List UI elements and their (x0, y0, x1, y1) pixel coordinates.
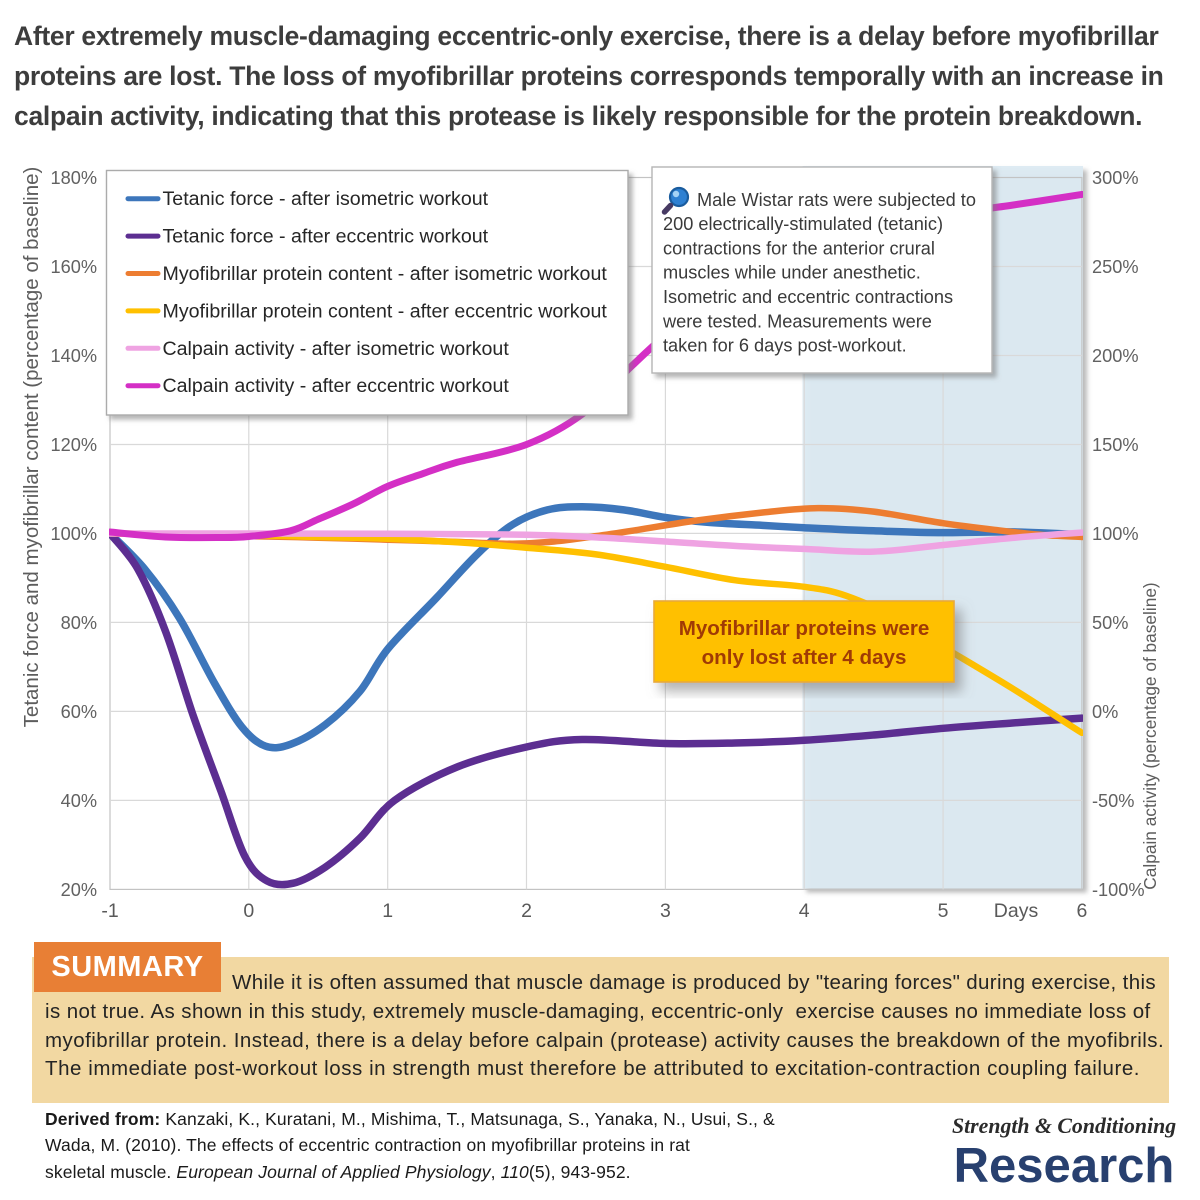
svg-text:0: 0 (243, 900, 254, 922)
svg-text:300%: 300% (1092, 168, 1139, 188)
svg-text:0%: 0% (1092, 702, 1118, 722)
svg-text:Male Wistar rats were subjecte: Male Wistar rats were subjected to (697, 190, 976, 210)
svg-text:6: 6 (1076, 900, 1087, 922)
svg-text:Calpain activity (percentage o: Calpain activity (percentage of baseline… (1140, 582, 1160, 889)
svg-text:-1: -1 (101, 900, 118, 922)
svg-text:200%: 200% (1092, 346, 1139, 366)
svg-text:Myofibrillar protein content -: Myofibrillar protein content - after iso… (163, 263, 608, 285)
svg-text:160%: 160% (50, 257, 97, 277)
svg-text:Days: Days (994, 900, 1039, 922)
svg-text:-50%: -50% (1092, 791, 1134, 811)
svg-text:Myofibrillar protein content -: Myofibrillar protein content - after ecc… (163, 300, 608, 322)
svg-text:4: 4 (799, 900, 810, 922)
svg-text:80%: 80% (61, 613, 97, 633)
svg-text:Tetanic force - after isometri: Tetanic force - after isometric workout (163, 188, 489, 210)
svg-text:Myofibrillar proteins were: Myofibrillar proteins were (679, 617, 930, 640)
svg-text:taken for 6 days post-workout.: taken for 6 days post-workout. (663, 336, 907, 356)
svg-text:180%: 180% (50, 168, 97, 188)
svg-text:200 electrically-stimulated (t: 200 electrically-stimulated (tetanic) (663, 214, 943, 234)
svg-text:Calpain activity - after isome: Calpain activity - after isometric worko… (163, 338, 510, 360)
svg-text:40%: 40% (61, 791, 97, 811)
svg-text:60%: 60% (61, 702, 97, 722)
svg-text:120%: 120% (50, 435, 97, 455)
svg-text:Tetanic force - after eccentri: Tetanic force - after eccentric workout (163, 226, 489, 248)
svg-text:5: 5 (938, 900, 949, 922)
svg-text:50%: 50% (1092, 613, 1128, 633)
svg-text:1: 1 (382, 900, 393, 922)
svg-text:100%: 100% (1092, 524, 1139, 544)
svg-text:Isometric and eccentric contra: Isometric and eccentric contractions (663, 287, 953, 307)
svg-text:2: 2 (521, 900, 532, 922)
svg-text:3: 3 (660, 900, 671, 922)
svg-text:were tested. Measurements were: were tested. Measurements were (662, 311, 932, 331)
svg-text:Tetanic force and myofibrillar: Tetanic force and myofibrillar content (… (20, 167, 43, 728)
svg-text:Calpain activity - after eccen: Calpain activity - after eccentric worko… (163, 375, 510, 397)
svg-text:20%: 20% (61, 880, 97, 900)
svg-text:100%: 100% (50, 524, 97, 544)
svg-text:150%: 150% (1092, 435, 1139, 455)
svg-text:muscles while under anesthetic: muscles while under anesthetic. (663, 263, 921, 283)
svg-text:only lost after 4 days: only lost after 4 days (702, 646, 907, 669)
svg-text:250%: 250% (1092, 257, 1139, 277)
svg-text:-100%: -100% (1092, 880, 1145, 900)
svg-text:contractions for the anterior: contractions for the anterior crural (663, 238, 935, 258)
svg-text:140%: 140% (50, 346, 97, 366)
